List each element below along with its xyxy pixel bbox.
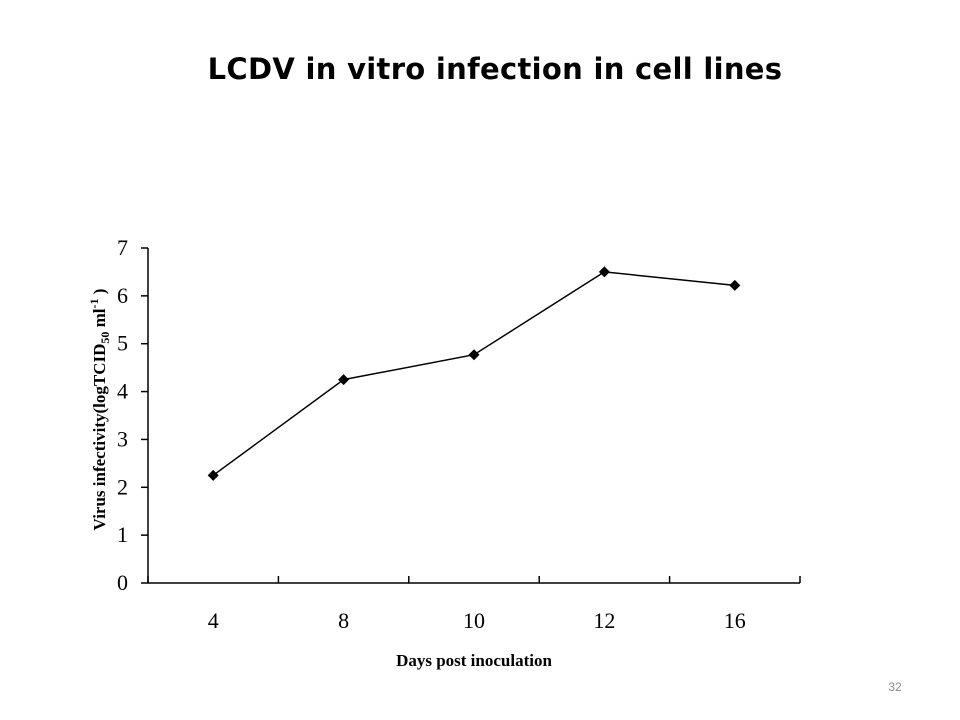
data-point-marker <box>598 266 610 278</box>
y-axis-title-mid: ml <box>90 308 109 331</box>
data-point-marker <box>207 469 219 481</box>
data-point-marker <box>468 349 480 361</box>
y-tick-label: 5 <box>117 331 128 356</box>
y-tick-label: 1 <box>117 522 128 547</box>
x-tick-label: 8 <box>338 608 349 633</box>
chart-axes <box>147 248 800 584</box>
x-axis-title: Days post inoculation <box>396 651 552 670</box>
y-axis-title-subscript: 50 <box>98 332 112 344</box>
y-axis-title-superscript: -1 <box>87 298 101 308</box>
y-axis-title-prefix: Virus infectivity(logTCID <box>90 344 109 531</box>
y-tick-label: 0 <box>117 570 128 595</box>
x-tick-label: 16 <box>724 608 746 633</box>
y-axis-title: Virus infectivity(logTCID50 ml-1 ) <box>87 289 112 531</box>
page-number: 32 <box>888 680 902 694</box>
data-point-marker <box>729 279 741 291</box>
x-ticks: 4 8 10 12 16 <box>147 576 801 633</box>
y-tick-label: 3 <box>117 426 128 451</box>
y-ticks: 0 1 2 3 4 5 6 7 <box>117 235 148 595</box>
y-tick-label: 6 <box>117 283 128 308</box>
x-tick-label: 12 <box>593 608 615 633</box>
series-line <box>212 271 735 476</box>
series-layer <box>207 266 741 481</box>
data-point-marker <box>338 374 350 386</box>
x-tick-label: 10 <box>463 608 485 633</box>
y-tick-label: 2 <box>117 474 128 499</box>
slide-title: LCDV in vitro infection in cell lines <box>207 52 783 86</box>
y-tick-label: 7 <box>117 235 128 260</box>
x-tick-label: 4 <box>208 608 219 633</box>
y-axis-title-suffix: ) <box>90 289 109 299</box>
y-tick-label: 4 <box>117 379 128 404</box>
